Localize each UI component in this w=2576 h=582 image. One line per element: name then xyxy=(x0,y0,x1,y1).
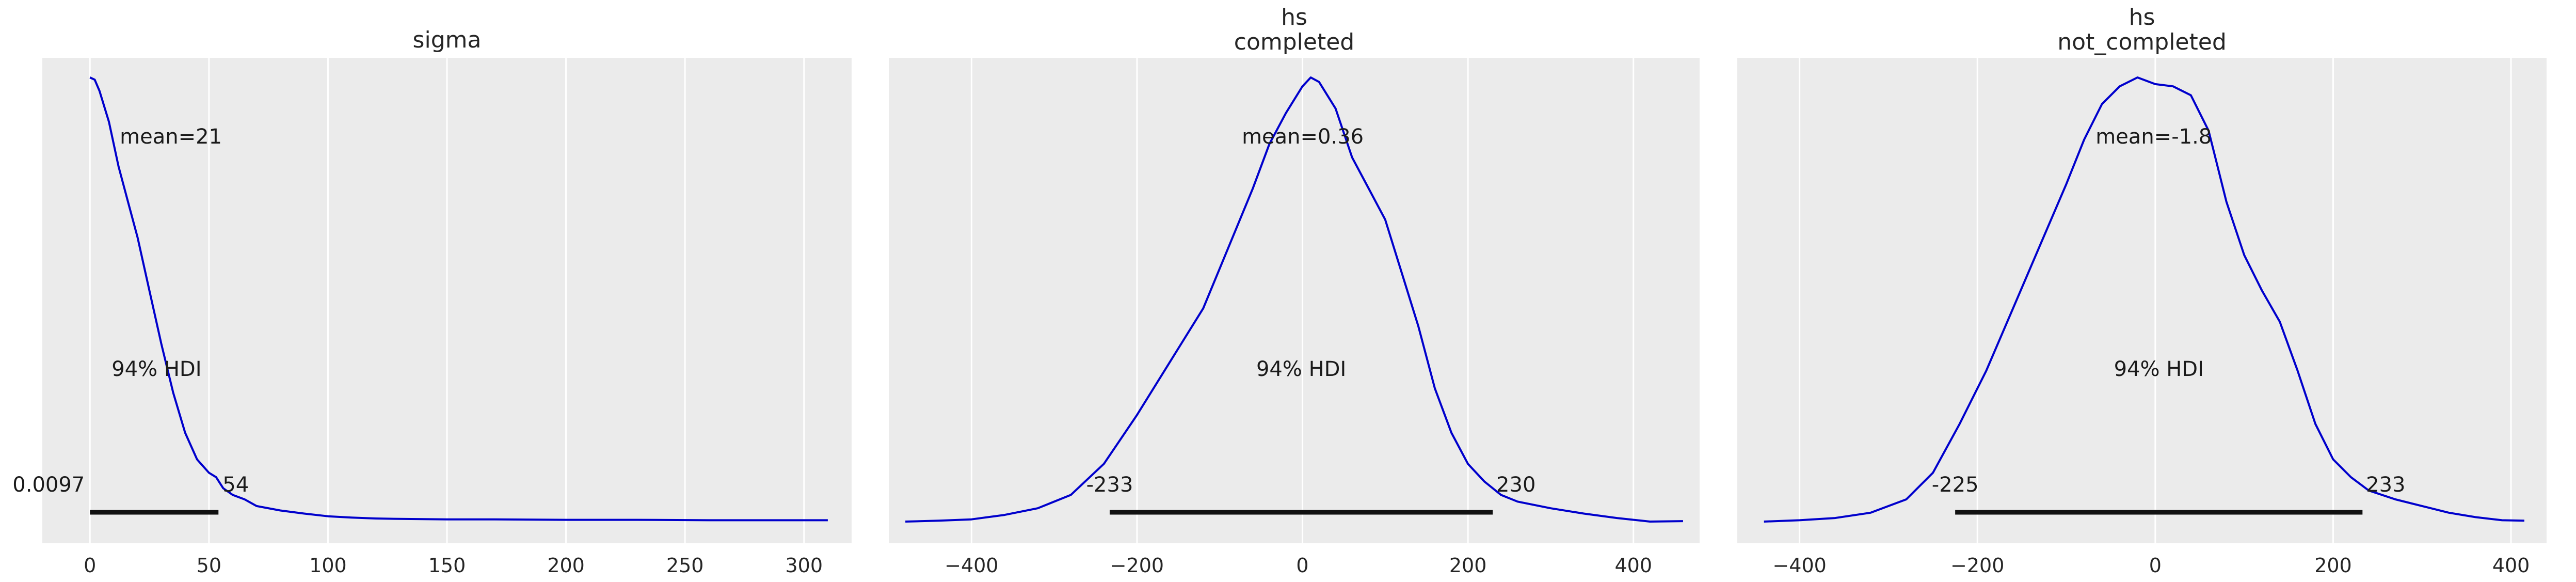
x-tick-label: 0 xyxy=(1296,554,1308,577)
hdi-low-label: 0.0097 xyxy=(12,473,85,497)
x-tick-label: 200 xyxy=(2314,554,2352,577)
density-curve xyxy=(905,76,1683,523)
x-tick-label: 100 xyxy=(309,554,347,577)
subplot-title: hs not_completed xyxy=(2057,4,2227,55)
x-tick-label: 200 xyxy=(547,554,585,577)
density-curve xyxy=(1764,76,2524,523)
hdi-low-label: -233 xyxy=(1086,473,1133,497)
x-tick-label: 200 xyxy=(1449,554,1487,577)
x-tick-label: 400 xyxy=(2492,554,2530,577)
x-tick-label: 250 xyxy=(666,554,704,577)
subplot-3: −400 −200 0 200 400 hs not_completed -225 233 mea… xyxy=(1737,4,2547,577)
hdi-high-label: 233 xyxy=(2366,473,2405,497)
mean-label: mean=0.36 xyxy=(1242,125,1364,149)
x-tick-label: −200 xyxy=(1110,554,1164,577)
hdi-label: 94% HDI xyxy=(2114,357,2204,381)
x-tick-label: −400 xyxy=(945,554,998,577)
subplot-title: hs completed xyxy=(1234,4,1354,55)
x-tick-label: 400 xyxy=(1614,554,1652,577)
subplot-title: sigma xyxy=(413,27,482,53)
x-tick-label: −200 xyxy=(1950,554,2004,577)
hdi-label: 94% HDI xyxy=(111,357,201,381)
x-tick-label: 150 xyxy=(428,554,466,577)
hdi-high-label: 230 xyxy=(1496,473,1535,497)
x-tick-label: 50 xyxy=(197,554,221,577)
mean-label: mean=21 xyxy=(120,125,222,149)
x-tick-label: −400 xyxy=(1772,554,1826,577)
x-tick-label: 300 xyxy=(785,554,823,577)
x-tick-label: 0 xyxy=(84,554,96,577)
plot-area xyxy=(1737,58,2547,543)
hdi-low-label: -225 xyxy=(1932,473,1979,497)
subplot-1: 0 50 100 150 200 250 300 sigma 0.0097 54 mean=21 94… xyxy=(12,27,852,577)
mean-label: mean=-1.8 xyxy=(2095,125,2212,149)
subplot-2: −400 −200 0 200 400 hs completed -233 230 mean=0.… xyxy=(889,4,1700,577)
density-curve xyxy=(89,76,828,522)
x-tick-label: 0 xyxy=(2149,554,2162,577)
hdi-label: 94% HDI xyxy=(1256,357,1346,381)
plot-area xyxy=(889,58,1700,543)
hdi-high-label: 54 xyxy=(222,473,249,497)
